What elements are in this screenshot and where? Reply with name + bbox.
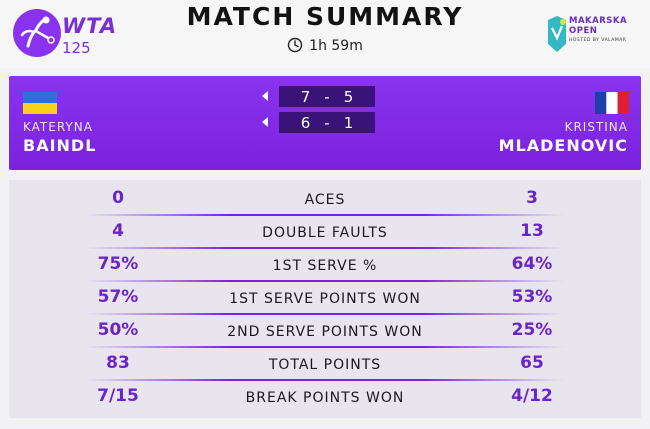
left-player-last-name: BAINDL [23,136,97,155]
stat-right-value: 25% [511,320,553,340]
stat-left-value: 4 [112,221,124,241]
stat-row-second-serve-points: 50% 2ND SERVE POINTS WON 25% [9,316,641,349]
stat-right-value: 53% [511,287,553,307]
clock-icon [287,37,303,53]
stat-label: 1ST SERVE % [272,258,378,274]
match-duration: 1h 59m [0,37,650,54]
set-2-right: 1 [343,113,354,132]
left-player-first-name: KATERYNA [23,120,93,134]
stat-divider [85,247,565,249]
set-1-right: 5 [343,87,354,106]
stat-row-double-faults: 4 DOUBLE FAULTS 13 [9,217,641,250]
wta-logo-sub: 125 [62,39,91,57]
sponsor-emblem-icon [548,16,566,52]
wta-125-logo: WTA 125 [12,8,122,60]
duration-text: 1h 59m [309,38,363,54]
scoreboard: KATERYNA BAINDL KRISTINA MLADENOVIC 7 - … [9,76,641,170]
stat-label: TOTAL POINTS [268,357,382,373]
stat-right-value: 13 [520,221,544,241]
stat-left-value: 7/15 [97,386,139,406]
ukraine-flag-icon [23,92,57,114]
stat-row-first-serve-points: 57% 1ST SERVE POINTS WON 53% [9,283,641,316]
stat-label: BREAK POINTS WON [245,390,405,406]
stat-divider [85,280,565,282]
stat-right-value: 64% [511,254,553,274]
stat-divider [85,214,565,216]
set-1-score: 7 - 5 [279,86,375,107]
set-1-left: 7 [300,87,311,106]
set-1-sep: - [324,87,330,106]
stat-left-value: 75% [97,254,139,274]
set-2-sep: - [324,113,330,132]
stat-label: DOUBLE FAULTS [262,225,388,241]
wta-logo-text: WTA [62,14,118,38]
set-2-score: 6 - 1 [279,112,375,133]
page-title: MATCH SUMMARY [186,2,464,31]
sponsor-line-2: OPEN [569,26,598,36]
set-2-left: 6 [300,113,311,132]
makarska-open-logo: MAKARSKA OPEN HOSTED BY VALAMAR [544,10,640,62]
stat-left-value: 57% [97,287,139,307]
stat-row-aces: 0 ACES 3 [9,184,641,217]
stat-right-value: 3 [526,188,538,208]
right-player-last-name: MLADENOVIC [498,136,628,155]
header: WTA 125 MATCH SUMMARY 1h 59m MAKARSKA OP… [0,0,650,68]
stat-left-value: 50% [97,320,139,340]
stat-row-total-points: 83 TOTAL POINTS 65 [9,349,641,382]
stat-divider [85,346,565,348]
stat-divider [85,313,565,315]
stats-table: 0 ACES 3 4 DOUBLE FAULTS 13 75% 1ST SERV… [9,180,641,418]
wta-player-icon [13,9,61,57]
set-1-arrow-icon [262,91,268,101]
stat-left-value: 0 [112,188,124,208]
stat-label: 1ST SERVE POINTS WON [229,291,421,307]
stat-label: 2ND SERVE POINTS WON [227,324,423,340]
stat-left-value: 83 [106,353,130,373]
france-flag-icon [595,92,629,114]
stat-right-value: 4/12 [511,386,553,406]
stat-label: ACES [304,192,346,208]
stat-right-value: 65 [520,353,544,373]
set-2-arrow-icon [262,117,268,127]
sponsor-line-3: HOSTED BY VALAMAR [569,38,627,43]
stat-row-first-serve-pct: 75% 1ST SERVE % 64% [9,250,641,283]
stat-row-break-points: 7/15 BREAK POINTS WON 4/12 [9,382,641,415]
sponsor-line-1: MAKARSKA [569,16,628,26]
right-player-first-name: KRISTINA [564,120,628,134]
stat-divider [85,379,565,381]
